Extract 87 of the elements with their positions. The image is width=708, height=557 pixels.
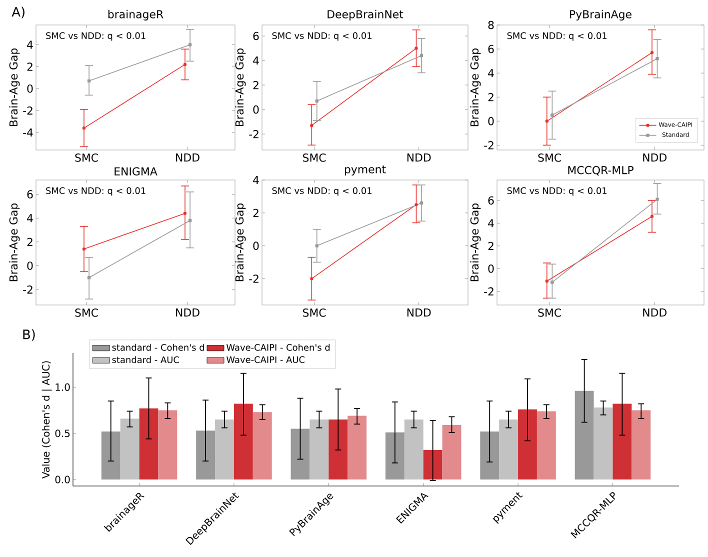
- x-tick-label: SMC: [302, 154, 326, 162]
- bar: [536, 411, 556, 480]
- y-tick-label: 6: [488, 44, 494, 54]
- y-tick-label: -2: [484, 287, 494, 296]
- chart-title: DeepBrainNet: [328, 10, 404, 20]
- legend-label: standard - AUC: [112, 356, 179, 364]
- y-tick-label: -2: [249, 130, 258, 138]
- bar: [499, 420, 518, 480]
- bar: [594, 407, 613, 480]
- bar: [612, 404, 632, 480]
- y-tick-label: 2: [253, 208, 258, 217]
- annotation: SMC vs NDD: q < 0.01: [46, 187, 146, 196]
- y-axis-title: Brain-Age Gap: [235, 48, 246, 126]
- y-tick-label: -2: [23, 285, 32, 294]
- y-tick-label: 1.0: [56, 383, 70, 391]
- annotation: SMC vs NDD: q < 0.01: [272, 187, 372, 196]
- legend-label: Wave-CAIPI - Cohen's d: [226, 344, 330, 351]
- y-tick-label: 6: [488, 196, 494, 205]
- y-tick-label: 4: [27, 214, 33, 222]
- text: A): [12, 6, 24, 18]
- y-tick-label: 0: [253, 242, 259, 250]
- x-tick-label: NDD: [176, 308, 200, 317]
- bar: [518, 409, 537, 480]
- y-tick-label: 0: [27, 262, 33, 270]
- x-tick-label: SMC: [538, 308, 561, 317]
- y-tick-label: 2: [27, 62, 32, 71]
- y-tick-label: -2: [23, 106, 32, 115]
- y-tick-label: -2: [484, 141, 494, 150]
- x-tick-label: NDD: [407, 308, 431, 317]
- x-tick-label: SMC: [75, 308, 98, 317]
- x-tick-label: NDD: [643, 308, 666, 317]
- chart-title: ENIGMA: [114, 167, 158, 176]
- x-tick-label: SMC: [75, 154, 98, 162]
- y-axis-title: Brain-Age Gap: [470, 48, 481, 126]
- bar: [139, 408, 158, 480]
- y-tick-label: 6: [27, 190, 33, 198]
- y-tick-label: 0: [253, 105, 259, 114]
- chart-title: PyBrainAge: [570, 10, 632, 21]
- legend-label: standard - Cohen's d: [112, 344, 204, 351]
- legend-label: Wave-CAIPI - AUC: [226, 356, 305, 364]
- y-axis-title: Brain-Age Gap: [9, 48, 20, 126]
- bar: [310, 420, 329, 480]
- annotation: SMC vs NDD: q < 0.01: [507, 32, 607, 41]
- bar: [404, 420, 424, 480]
- y-tick-label: 2: [27, 238, 32, 246]
- y-axis-title: Brain-Age Gap: [235, 203, 246, 282]
- y-tick-label: 4: [488, 219, 494, 228]
- y-tick-label: 4: [253, 176, 259, 184]
- bar: [234, 404, 253, 480]
- bar: [574, 390, 594, 480]
- y-tick-label: 2: [488, 93, 494, 102]
- y-tick-label: 4: [488, 69, 494, 78]
- annotation: SMC vs NDD: q < 0.01: [272, 32, 372, 41]
- y-tick-label: 0.5: [55, 430, 70, 438]
- bar: [632, 410, 651, 480]
- y-tick-label: 8: [488, 20, 494, 30]
- y-axis-title: Value (Cohen's d | AUC): [42, 361, 52, 479]
- y-tick-label: 0: [488, 264, 494, 273]
- y-axis-title: Brain-Age Gap: [470, 203, 481, 282]
- annotation: SMC vs NDD: q < 0.01: [46, 32, 146, 41]
- chart-title: pyment: [344, 166, 386, 176]
- chart-title: brainageR: [108, 10, 164, 20]
- chart-title: MCCQR-MLP: [568, 166, 634, 176]
- y-tick-label: 6: [253, 32, 259, 40]
- y-axis-title: Brain-Age Gap: [9, 203, 20, 282]
- y-tick-label: 0: [27, 84, 33, 93]
- bar: [348, 416, 367, 480]
- x-tick-label: NDD: [643, 154, 666, 162]
- y-tick-label: 0.0: [55, 476, 70, 484]
- x-tick-label: NDD: [176, 154, 200, 162]
- y-tick-label: 0: [488, 117, 494, 126]
- y-tick-label: 4: [253, 56, 259, 65]
- y-tick-label: 4: [27, 40, 33, 49]
- x-tick-label: SMC: [302, 308, 326, 317]
- y-tick-label: 2: [253, 80, 258, 90]
- bar: [158, 410, 178, 480]
- y-tick-label: -4: [23, 128, 33, 136]
- y-tick-label: 2: [488, 242, 494, 250]
- annotation: SMC vs NDD: q < 0.01: [507, 187, 607, 196]
- bar: [215, 420, 234, 480]
- x-tick-label: NDD: [407, 154, 431, 162]
- text: B): [23, 329, 35, 341]
- x-tick-label: SMC: [538, 154, 561, 162]
- bar: [120, 418, 140, 480]
- bar: [252, 412, 272, 480]
- y-tick-label: -2: [249, 274, 258, 283]
- bar: [442, 425, 462, 480]
